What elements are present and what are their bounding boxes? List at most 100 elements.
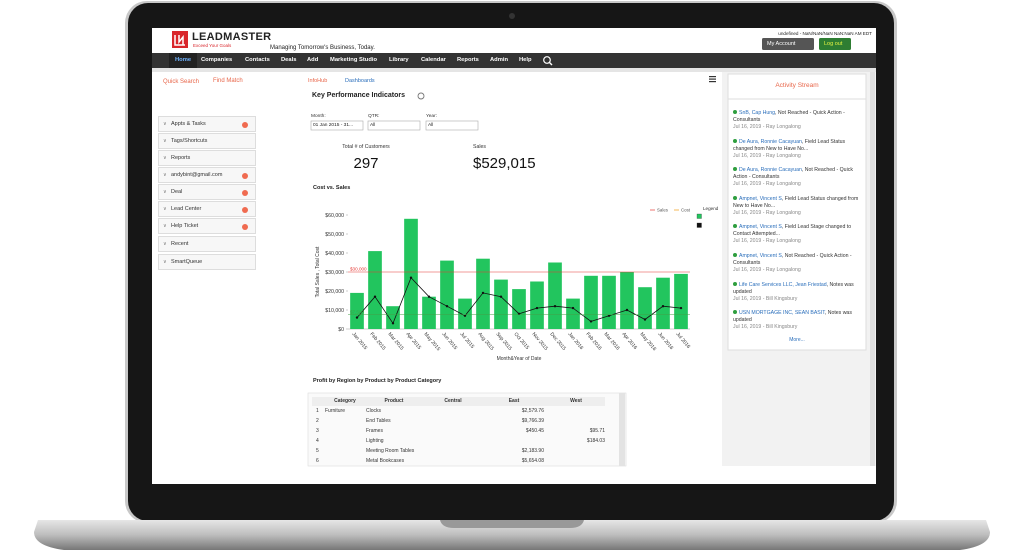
table-cell: $2,183.90 xyxy=(521,448,544,454)
sidebar-item[interactable]: ∨ Help Ticket xyxy=(158,218,256,234)
point xyxy=(517,312,521,315)
bar xyxy=(368,251,382,329)
bar xyxy=(602,275,616,329)
filter-value[interactable]: 01 Jan 2015 - 31... xyxy=(313,123,354,128)
status-dot xyxy=(733,224,737,229)
table-header-bg xyxy=(312,397,605,406)
nav-item[interactable]: Contacts xyxy=(245,57,270,63)
bar xyxy=(620,272,634,329)
activity-date: Jul 16, 2019 - Ray Longalong xyxy=(733,181,801,188)
table-cell: Lighting xyxy=(366,438,384,444)
table-cell: End Tables xyxy=(366,418,391,424)
find-match[interactable]: Find Match xyxy=(213,78,243,84)
table-cell: 3 xyxy=(316,428,319,434)
point xyxy=(481,291,485,295)
point xyxy=(499,295,503,298)
sidebar-item[interactable]: ∨ andybint@gmail.com xyxy=(158,167,256,183)
y-tick-label: $10,000 xyxy=(325,308,344,314)
logout-label[interactable]: Log out xyxy=(824,41,843,47)
account-label[interactable]: My Account xyxy=(767,41,796,47)
refresh-icon[interactable] xyxy=(417,92,425,100)
filter-value[interactable]: All xyxy=(370,123,376,128)
activity-more[interactable]: More... xyxy=(789,337,805,343)
activity-text: , Not Reached - Quick Action - Consultan… xyxy=(733,167,853,181)
year-select[interactable] xyxy=(425,120,479,131)
nav-item[interactable]: Library xyxy=(389,57,409,63)
table-cell: $5,654.08 xyxy=(521,458,544,464)
activity-name[interactable]: Ampnet, Vincent S xyxy=(739,224,782,231)
activity-name[interactable]: Life Care Services LLC, Jean Friestad xyxy=(739,281,827,288)
laptop-base xyxy=(34,520,990,550)
point xyxy=(589,320,593,323)
table-cell: 6 xyxy=(316,458,319,464)
logo-glyph xyxy=(174,34,185,46)
nav-item[interactable]: Add xyxy=(307,57,319,63)
x-axis-title: Month&Year of Date xyxy=(497,356,542,362)
search-icon-handle xyxy=(549,62,553,66)
activity-name[interactable]: De Aura, Ronnie Cacayuan xyxy=(739,167,802,174)
activity-name[interactable]: USN MORTGAGE INC, SEAN BASIT xyxy=(739,310,825,317)
point xyxy=(463,314,467,317)
logout-button[interactable] xyxy=(819,38,851,50)
point xyxy=(661,305,665,308)
activity-date: Jul 16, 2019 - Ray Longalong xyxy=(733,152,801,159)
point xyxy=(373,295,377,298)
y-tick-label: $30,000 xyxy=(325,270,344,276)
bar xyxy=(638,287,652,329)
activity-date: Jul 16, 2019 - Ray Longalong xyxy=(733,238,801,245)
nav-item[interactable]: Admin xyxy=(490,57,509,63)
table-cell: Clocks xyxy=(366,408,382,414)
point xyxy=(625,308,629,312)
filter-value[interactable]: All xyxy=(428,123,434,128)
bar xyxy=(566,298,580,329)
sidebar-item[interactable]: ∨ Appts & Tasks xyxy=(158,116,256,132)
activity-item: Life Care Services LLC, Jean Friestad, N… xyxy=(733,281,861,303)
search-icon[interactable] xyxy=(543,56,551,64)
datetime: undefined - NaN/NaN/NaN NaN:NaN AM EDT xyxy=(778,31,872,36)
nav-item[interactable]: Help xyxy=(519,57,532,63)
y-tick-label: $40,000 xyxy=(325,251,344,257)
nav-item[interactable]: Calendar xyxy=(421,57,446,63)
menu-icon[interactable] xyxy=(709,76,716,83)
nav-item[interactable]: Marketing Studio xyxy=(330,57,378,63)
nav-item[interactable]: Companies xyxy=(201,57,233,63)
camera xyxy=(509,13,515,19)
bar xyxy=(530,281,544,329)
sidebar-item[interactable]: ∨ Deal xyxy=(158,184,256,200)
metric-value: 297 xyxy=(353,155,379,172)
badge xyxy=(242,172,248,179)
bar xyxy=(386,306,400,329)
activity-name[interactable]: Ampnet, Vincent S xyxy=(739,253,782,259)
activity-text: , Field Lead Stage changed to Contact At… xyxy=(733,224,852,238)
activity-item: Ampnet, Vincent S, Field Lead Status cha… xyxy=(733,195,861,217)
activity-name[interactable]: De Aura, Ronnie Cacayuan xyxy=(739,138,802,145)
nav-item[interactable]: Home xyxy=(175,57,192,63)
kpi-title: Key Performance Indicators xyxy=(312,92,405,99)
sidebar-item[interactable]: ∨ Reports xyxy=(158,150,256,166)
sidebar-item[interactable]: ∨ SmartQueue xyxy=(158,254,256,270)
sidebar-item[interactable]: ∨ Tags/Shortcuts xyxy=(158,133,256,149)
sidebar-item[interactable]: ∨ Recent xyxy=(158,236,256,252)
point xyxy=(571,306,575,310)
nav-shadow xyxy=(152,68,876,72)
quick-search[interactable]: Quick Search xyxy=(163,79,200,85)
bar xyxy=(404,218,418,329)
qtr-select[interactable] xyxy=(367,120,421,131)
activity-title: Activity Stream xyxy=(775,82,819,89)
legend-title: Legend xyxy=(703,206,719,211)
tab-dashboards[interactable]: Dashboards xyxy=(345,78,375,84)
sidebar-label: Lead Center xyxy=(171,206,202,212)
activity-name[interactable]: Ampnet, Vincent S xyxy=(739,195,782,202)
table-scrollbar xyxy=(619,393,625,466)
nav-item[interactable]: Reports xyxy=(457,57,479,63)
status-dot xyxy=(733,253,737,257)
month-select[interactable] xyxy=(310,120,364,131)
tagline: Managing Tomorrow's Business, Today. xyxy=(270,45,375,51)
activity-name[interactable]: SnB, Cap Hung xyxy=(739,110,776,116)
sidebar-item[interactable]: ∨ Lead Center xyxy=(158,201,256,217)
tab-infohub[interactable]: InfoHub xyxy=(308,78,328,84)
nav-item[interactable]: Deals xyxy=(281,57,297,63)
account-button[interactable] xyxy=(762,38,814,50)
status-dot xyxy=(733,110,737,114)
point xyxy=(679,306,683,310)
